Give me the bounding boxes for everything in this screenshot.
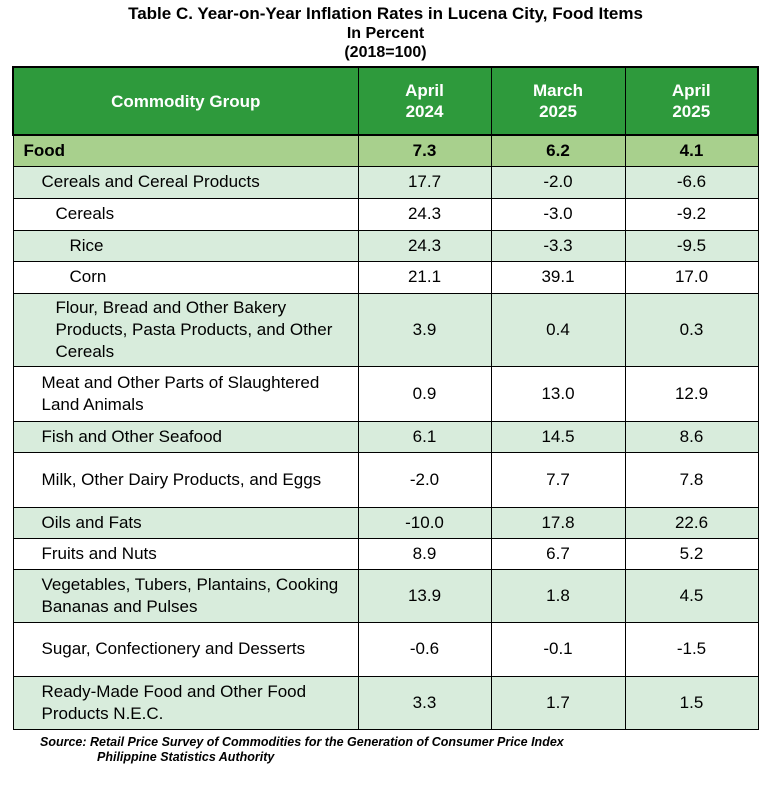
cell-april-2024: 3.3: [357, 675, 492, 730]
cell-april-2025: -9.2: [624, 197, 759, 231]
source-note: Source: Retail Price Survey of Commoditi…: [0, 735, 771, 765]
row-label: Fish and Other Seafood: [12, 420, 359, 453]
cell-march-2025: 39.1: [490, 260, 626, 294]
cell-april-2025: -6.6: [624, 165, 759, 199]
table-row: Vegetables, Tubers, Plantains, Cooking B…: [12, 568, 759, 623]
table-title: Table C. Year-on-Year Inflation Rates in…: [128, 4, 643, 23]
cell-march-2025: 14.5: [490, 420, 626, 453]
header-march-2025: March 2025: [490, 66, 626, 136]
source-line-1: Source: Retail Price Survey of Commoditi…: [40, 734, 564, 749]
row-label: Cereals and Cereal Products: [12, 165, 359, 199]
row-label: Corn: [12, 260, 359, 294]
cell-april-2025: 8.6: [624, 420, 759, 453]
row-label: Rice: [12, 229, 359, 262]
cell-april-2025: 5.2: [624, 537, 759, 570]
table-row: Oils and Fats -10.0 17.8 22.6: [12, 506, 759, 539]
cell-april-2025: 1.5: [624, 675, 759, 730]
cell-april-2024: 8.9: [357, 537, 492, 570]
table-header: Commodity Group April 2024 March 2025 Apri…: [12, 66, 759, 136]
cell-march-2025: -0.1: [490, 621, 626, 677]
cell-april-2024: 7.3: [357, 134, 492, 167]
table-row: Fish and Other Seafood 6.1 14.5 8.6: [12, 420, 759, 453]
row-label: Flour, Bread and Other Bakery Products, …: [12, 292, 359, 367]
row-label: Fruits and Nuts: [12, 537, 359, 570]
table-row: Rice 24.3 -3.3 -9.5: [12, 229, 759, 262]
cell-april-2025: -1.5: [624, 621, 759, 677]
cell-march-2025: 13.0: [490, 365, 626, 422]
cell-april-2025: 0.3: [624, 292, 759, 367]
table-row: Fruits and Nuts 8.9 6.7 5.2: [12, 537, 759, 570]
cell-april-2024: 24.3: [357, 197, 492, 231]
cell-april-2024: 6.1: [357, 420, 492, 453]
header-commodity-group: Commodity Group: [12, 66, 359, 136]
table-row: Ready-Made Food and Other Food Products …: [12, 675, 759, 730]
table-unit: In Percent: [346, 25, 425, 42]
row-label: Food: [12, 134, 359, 167]
cell-march-2025: 6.7: [490, 537, 626, 570]
table-base-year: (2018=100): [344, 44, 427, 61]
row-label: Meat and Other Parts of Slaughtered Land…: [12, 365, 359, 422]
table-row: Cereals and Cereal Products 17.7 -2.0 -6…: [12, 165, 759, 199]
table-row: Milk, Other Dairy Products, and Eggs -2.…: [12, 451, 759, 508]
cell-april-2024: 17.7: [357, 165, 492, 199]
cell-april-2025: 12.9: [624, 365, 759, 422]
cell-april-2025: 4.1: [624, 134, 759, 167]
cell-april-2025: 4.5: [624, 568, 759, 623]
table-row-food: Food 7.3 6.2 4.1: [12, 134, 759, 167]
table-title-block: Table C. Year-on-Year Inflation Rates in…: [0, 4, 771, 62]
cell-april-2024: -10.0: [357, 506, 492, 539]
cell-april-2024: 24.3: [357, 229, 492, 262]
cell-march-2025: 17.8: [490, 506, 626, 539]
row-label: Cereals: [12, 197, 359, 231]
cell-april-2025: 17.0: [624, 260, 759, 294]
cell-march-2025: 1.8: [490, 568, 626, 623]
row-label: Ready-Made Food and Other Food Products …: [12, 675, 359, 730]
cell-march-2025: -3.0: [490, 197, 626, 231]
cell-april-2024: -0.6: [357, 621, 492, 677]
row-label: Milk, Other Dairy Products, and Eggs: [12, 451, 359, 508]
cell-april-2024: 21.1: [357, 260, 492, 294]
cell-april-2024: -2.0: [357, 451, 492, 508]
cell-april-2025: -9.5: [624, 229, 759, 262]
cell-march-2025: -3.3: [490, 229, 626, 262]
cell-march-2025: 7.7: [490, 451, 626, 508]
header-april-2025: April 2025: [624, 66, 759, 136]
table-row: Sugar, Confectionery and Desserts -0.6 -…: [12, 621, 759, 677]
cell-april-2024: 13.9: [357, 568, 492, 623]
row-label: Vegetables, Tubers, Plantains, Cooking B…: [12, 568, 359, 623]
table-row: Flour, Bread and Other Bakery Products, …: [12, 292, 759, 367]
cell-march-2025: -2.0: [490, 165, 626, 199]
table-body: Food 7.3 6.2 4.1 Cereals and Cereal Prod…: [12, 134, 759, 730]
cell-april-2025: 7.8: [624, 451, 759, 508]
cell-april-2024: 0.9: [357, 365, 492, 422]
row-label: Oils and Fats: [12, 506, 359, 539]
inflation-table: Commodity Group April 2024 March 2025 Apri…: [12, 66, 759, 730]
table-row: Cereals 24.3 -3.0 -9.2: [12, 197, 759, 231]
table-row: Corn 21.1 39.1 17.0: [12, 260, 759, 294]
cell-march-2025: 0.4: [490, 292, 626, 367]
row-label: Sugar, Confectionery and Desserts: [12, 621, 359, 677]
cell-march-2025: 1.7: [490, 675, 626, 730]
cell-march-2025: 6.2: [490, 134, 626, 167]
source-line-2: Philippine Statistics Authority: [97, 749, 275, 764]
cell-april-2025: 22.6: [624, 506, 759, 539]
cell-april-2024: 3.9: [357, 292, 492, 367]
table-row: Meat and Other Parts of Slaughtered Land…: [12, 365, 759, 422]
header-april-2024: April 2024: [357, 66, 492, 136]
